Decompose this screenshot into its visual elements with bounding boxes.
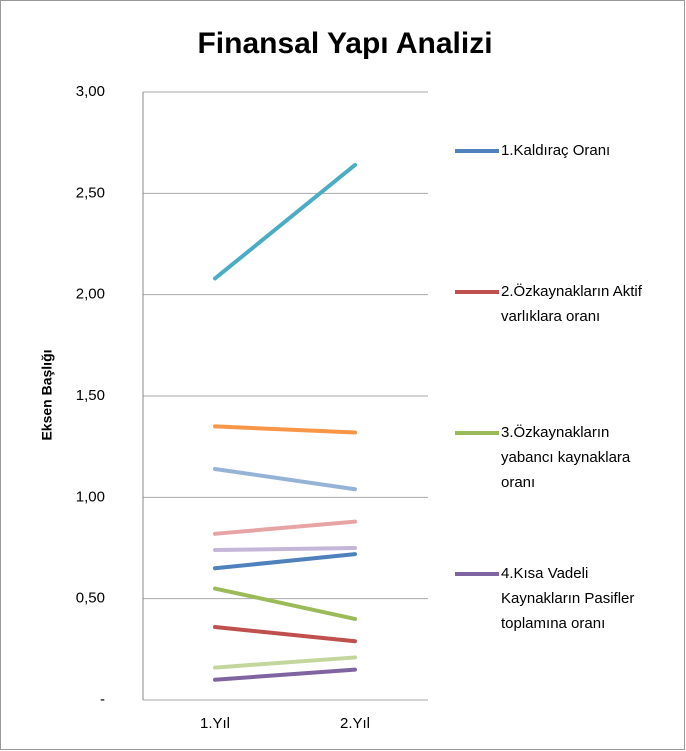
series-line — [213, 586, 357, 621]
legend-swatch — [455, 149, 499, 153]
legend-label: 2.Özkaynakların Aktif varlıklara oranı — [501, 283, 642, 325]
x-tick-label: 2.Yıl — [340, 715, 370, 732]
y-axis-label: Eksen Başlığı — [39, 349, 55, 440]
legend-swatch — [455, 572, 499, 576]
legend-item: 3.Özkaynakların yabancı kaynaklara oranı — [455, 420, 655, 495]
series-line — [213, 655, 357, 670]
series-line — [213, 162, 357, 281]
y-tick-label: 2,00 — [76, 286, 105, 303]
x-tick-label: 1.Yıl — [200, 715, 230, 732]
series-line — [213, 519, 357, 536]
legend-swatch — [455, 290, 499, 294]
series-line — [213, 546, 357, 553]
series-line — [213, 424, 357, 435]
y-tick-label: 3,00 — [76, 83, 105, 100]
y-tick-label: 2,50 — [76, 184, 105, 201]
legend-label: 3.Özkaynakların yabancı kaynaklara oranı — [501, 424, 631, 491]
series-line — [213, 625, 357, 644]
legend-item: 2.Özkaynakların Aktif varlıklara oranı — [455, 279, 655, 329]
series-line — [213, 552, 357, 571]
legend-item: 4.Kısa Vadeli Kaynakların Pasifler topla… — [455, 561, 655, 636]
legend-label: 1.Kaldıraç Oranı — [501, 142, 611, 159]
y-tick-label: 0,50 — [76, 590, 105, 607]
y-tick-label: 1,00 — [76, 488, 105, 505]
legend-label: 4.Kısa Vadeli Kaynakların Pasifler topla… — [501, 565, 635, 632]
chart-title: Finansal Yapı Analizi — [197, 27, 492, 60]
y-tick-label: 1,50 — [76, 387, 105, 404]
y-tick-label: - — [100, 691, 105, 708]
legend-item: 1.Kaldıraç Oranı — [455, 138, 655, 163]
series-line — [213, 466, 357, 492]
series-line — [213, 667, 357, 682]
legend-swatch — [455, 431, 499, 435]
